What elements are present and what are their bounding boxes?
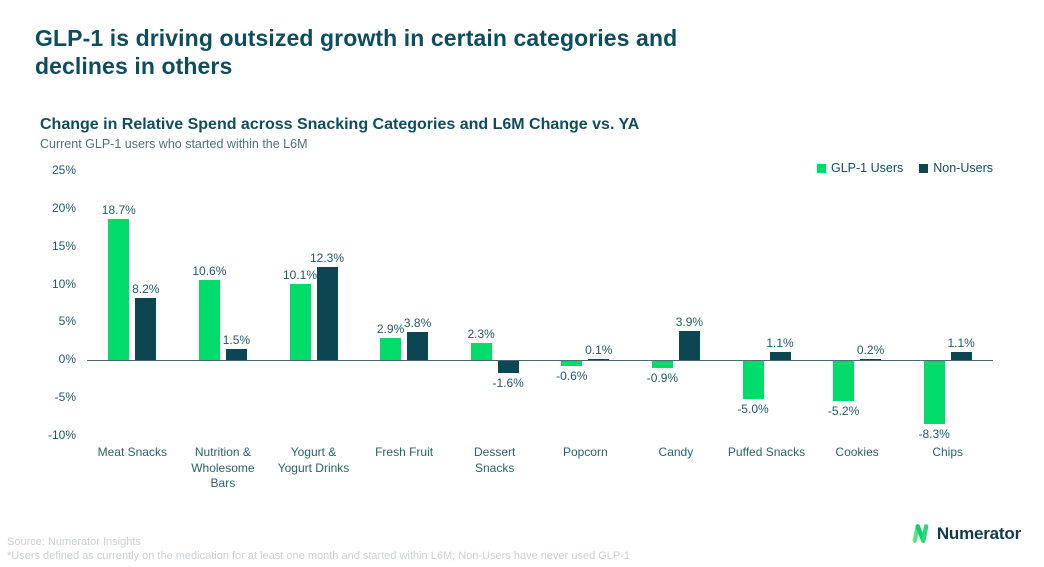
legend-swatch-glp1-users-icon	[817, 163, 826, 173]
y-axis-tick-label: 20%	[51, 200, 76, 215]
numerator-logo-text: Numerator	[936, 523, 1021, 543]
y-axis-tick-label: -5%	[54, 390, 76, 405]
bar-non-users	[678, 330, 700, 361]
bar-value-label: -0.6%	[556, 368, 588, 383]
category-label: Meat Snacks	[97, 445, 167, 459]
bar-glp1-users	[289, 283, 311, 361]
category-label: Chips	[932, 445, 964, 459]
legend-label-non-users: Non-Users	[933, 161, 993, 175]
bar-non-users	[135, 298, 157, 361]
category-label: Dessert Snacks	[474, 445, 516, 475]
bar-value-label: -8.3%	[918, 427, 950, 442]
y-axis-tick-label: 0%	[58, 352, 76, 367]
bar-glp1-users	[923, 361, 945, 425]
definition-note: *Users defined as currently on the medic…	[7, 550, 631, 562]
bar-glp1-users	[108, 218, 130, 361]
bar-value-label: 10.1%	[282, 267, 318, 282]
y-axis-tick-label: 25%	[51, 163, 76, 177]
bar-value-label: -1.6%	[492, 376, 524, 391]
category-label: Fresh Fruit	[375, 445, 434, 459]
bar-value-label: 1.5%	[222, 332, 251, 347]
bar-value-label: 0.2%	[856, 342, 885, 357]
bar-non-users	[407, 331, 429, 361]
bar-value-label: 8.2%	[132, 282, 160, 297]
bar-value-label: 18.7%	[101, 202, 136, 217]
bar-value-label: 3.9%	[675, 314, 704, 329]
category-label: Yogurt & Yogurt Drinks	[277, 445, 350, 475]
chart-title: Change in Relative Spend across Snacking…	[40, 116, 640, 133]
bar-value-label: 0.1%	[585, 342, 613, 357]
bar-value-label: 2.3%	[467, 326, 495, 341]
category-label: Popcorn	[562, 445, 608, 459]
bar-glp1-users	[470, 342, 492, 361]
plot-area: 25% 20% 15% 10% 5% 0% -5% -10% 18.7% 8.2% Meat Sna…	[48, 163, 993, 490]
bar-glp1-users	[833, 361, 855, 401]
bar-value-label: 2.9%	[376, 322, 405, 337]
bar-glp1-users	[651, 361, 673, 369]
bar-non-users	[225, 348, 247, 361]
bar-value-label: -5.2%	[827, 403, 860, 418]
y-axis-tick-label: 10%	[51, 276, 76, 291]
legend-label-glp1-users: GLP-1 Users	[831, 161, 904, 175]
bar-value-label: 3.8%	[403, 315, 432, 330]
category-label: Nutrition & Wholesome Bars	[191, 445, 255, 491]
category-label: Cookies	[835, 445, 879, 459]
bar-non-users	[860, 358, 882, 361]
bar-non-users	[497, 361, 519, 374]
bar-glp1-users	[380, 338, 402, 361]
page-title: GLP-1 is driving outsized growth in cert…	[35, 25, 678, 80]
bar-glp1-users	[198, 280, 220, 361]
bar-glp1-users	[561, 361, 583, 366]
legend-item-glp1-users: GLP-1 Users	[817, 161, 903, 175]
bar-non-users	[316, 267, 338, 361]
bar-value-label: 12.3%	[309, 251, 345, 266]
legend-swatch-non-users-icon	[919, 163, 929, 173]
bar-value-label: -5.0%	[737, 402, 769, 417]
bar-non-users	[950, 351, 972, 361]
bar-glp1-users	[742, 361, 764, 400]
category-label: Candy	[658, 445, 694, 459]
bar-non-users	[769, 351, 791, 361]
numerator-logo-icon	[912, 524, 929, 543]
chart-subtitle: Current GLP-1 users who started within t…	[40, 137, 308, 151]
y-axis-tick-label: 5%	[58, 314, 76, 329]
legend-item-non-users: Non-Users	[919, 161, 993, 175]
y-axis-tick-label: 15%	[51, 238, 76, 253]
bar-value-label: 10.6%	[192, 264, 227, 279]
bar-non-users	[588, 358, 610, 361]
bar-value-label: 1.1%	[766, 335, 794, 350]
category-label: Puffed Snacks	[727, 445, 806, 459]
source-note: Source: Numerator Insights	[7, 536, 141, 548]
y-axis-tick-label: -10%	[47, 428, 76, 442]
bar-value-label: -0.9%	[646, 371, 679, 386]
numerator-logo: Numerator	[910, 523, 1021, 544]
x-axis-line	[87, 360, 993, 362]
bar-value-label: 1.1%	[947, 335, 975, 350]
chart-legend: GLP-1 Users Non-Users	[817, 161, 993, 175]
